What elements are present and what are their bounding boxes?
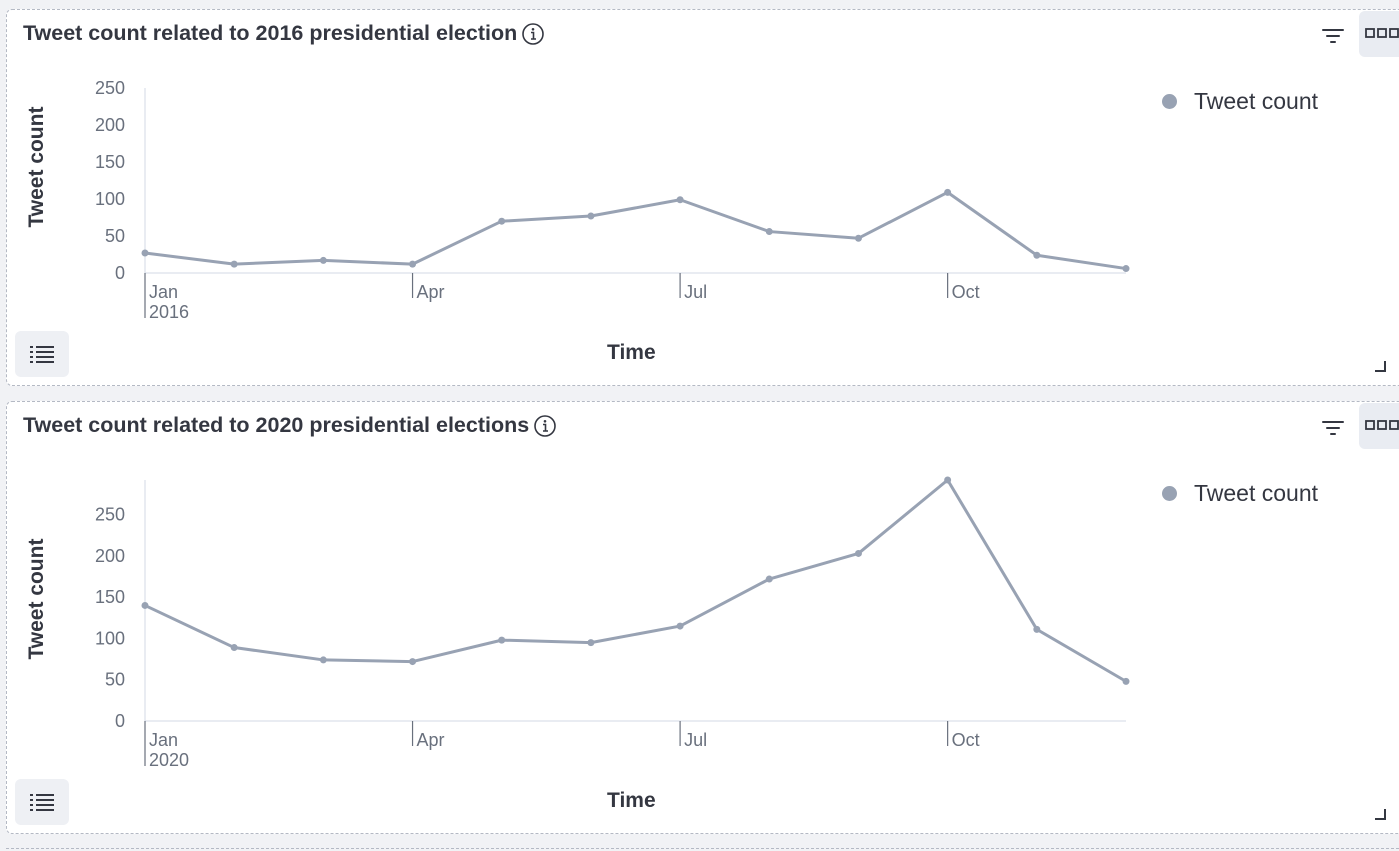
x-tick-label: Jan	[149, 282, 178, 302]
y-tick-label: 250	[95, 78, 125, 98]
legend-dot	[1162, 94, 1177, 109]
y-tick-label: 150	[95, 587, 125, 607]
data-point	[409, 260, 417, 268]
data-point	[319, 256, 327, 264]
panel-title: Tweet count related to 2016 presidential…	[23, 21, 545, 46]
filter-icon[interactable]	[1319, 24, 1347, 48]
data-point	[1122, 265, 1130, 273]
data-point	[765, 575, 773, 583]
y-tick-label: 250	[95, 505, 125, 525]
y-tick-label: 50	[105, 226, 125, 246]
x-tick-label: Jul	[684, 730, 707, 750]
x-tick-label: Oct	[952, 730, 980, 750]
data-point	[1122, 677, 1130, 685]
legend-label: Tweet count	[1194, 88, 1319, 114]
x-axis-title: Time	[607, 789, 656, 812]
data-point	[409, 658, 417, 666]
data-point	[141, 601, 149, 609]
y-tick-label: 200	[95, 546, 125, 566]
data-point	[498, 217, 506, 225]
x-tick-year-label: 2016	[149, 302, 189, 322]
panel-title-text: Tweet count related to 2020 presidential…	[23, 413, 530, 437]
y-tick-label: 100	[95, 628, 125, 648]
legend-item[interactable]: Tweet count	[1162, 480, 1318, 507]
resize-handle-icon[interactable]	[1373, 807, 1387, 821]
data-point	[587, 212, 595, 220]
visualization-panel-2020: Tweet count related to 2020 presidential…	[6, 401, 1399, 834]
y-tick-label: 150	[95, 152, 125, 172]
data-point	[676, 622, 684, 630]
data-point	[676, 196, 684, 204]
data-point	[944, 476, 952, 484]
info-icon[interactable]	[521, 22, 545, 46]
data-point	[854, 549, 862, 557]
y-tick-label: 0	[115, 263, 125, 283]
next-panel-edge	[6, 848, 1399, 849]
y-tick-label: 200	[95, 115, 125, 135]
data-point	[230, 644, 238, 652]
x-tick-year-label: 2020	[149, 750, 189, 770]
filter-icon[interactable]	[1319, 416, 1347, 440]
x-axis-title: Time	[607, 341, 656, 364]
x-tick-label: Apr	[417, 282, 445, 302]
resize-handle-icon[interactable]	[1373, 359, 1387, 373]
data-point	[319, 656, 327, 664]
options-menu-icon[interactable]	[1359, 403, 1399, 449]
info-icon[interactable]	[533, 414, 557, 438]
data-point	[944, 188, 952, 196]
legend-item[interactable]: Tweet count	[1162, 88, 1318, 115]
legend-label: Tweet count	[1194, 480, 1319, 506]
list-icon[interactable]	[15, 779, 69, 825]
data-point	[765, 228, 773, 236]
panel-title-text: Tweet count related to 2016 presidential…	[23, 21, 518, 45]
x-tick-label: Apr	[417, 730, 445, 750]
options-menu-icon[interactable]	[1359, 11, 1399, 57]
data-point	[854, 234, 862, 242]
panel-title: Tweet count related to 2020 presidential…	[23, 413, 557, 438]
x-tick-label: Jul	[684, 282, 707, 302]
series-line	[144, 478, 1127, 683]
y-tick-label: 50	[105, 670, 125, 690]
x-tick-label: Jan	[149, 730, 178, 750]
data-point	[230, 260, 238, 268]
visualization-panel-2016: Tweet count related to 2016 presidential…	[6, 9, 1399, 386]
list-icon[interactable]	[15, 331, 69, 377]
y-tick-label: 100	[95, 189, 125, 209]
series-line	[144, 190, 1127, 271]
y-tick-label: 0	[115, 711, 125, 731]
data-point	[587, 639, 595, 647]
data-point	[1033, 251, 1041, 259]
x-tick-label: Oct	[952, 282, 980, 302]
data-point	[1033, 625, 1041, 633]
legend-dot	[1162, 486, 1177, 501]
data-point	[498, 636, 506, 644]
data-point	[141, 249, 149, 257]
